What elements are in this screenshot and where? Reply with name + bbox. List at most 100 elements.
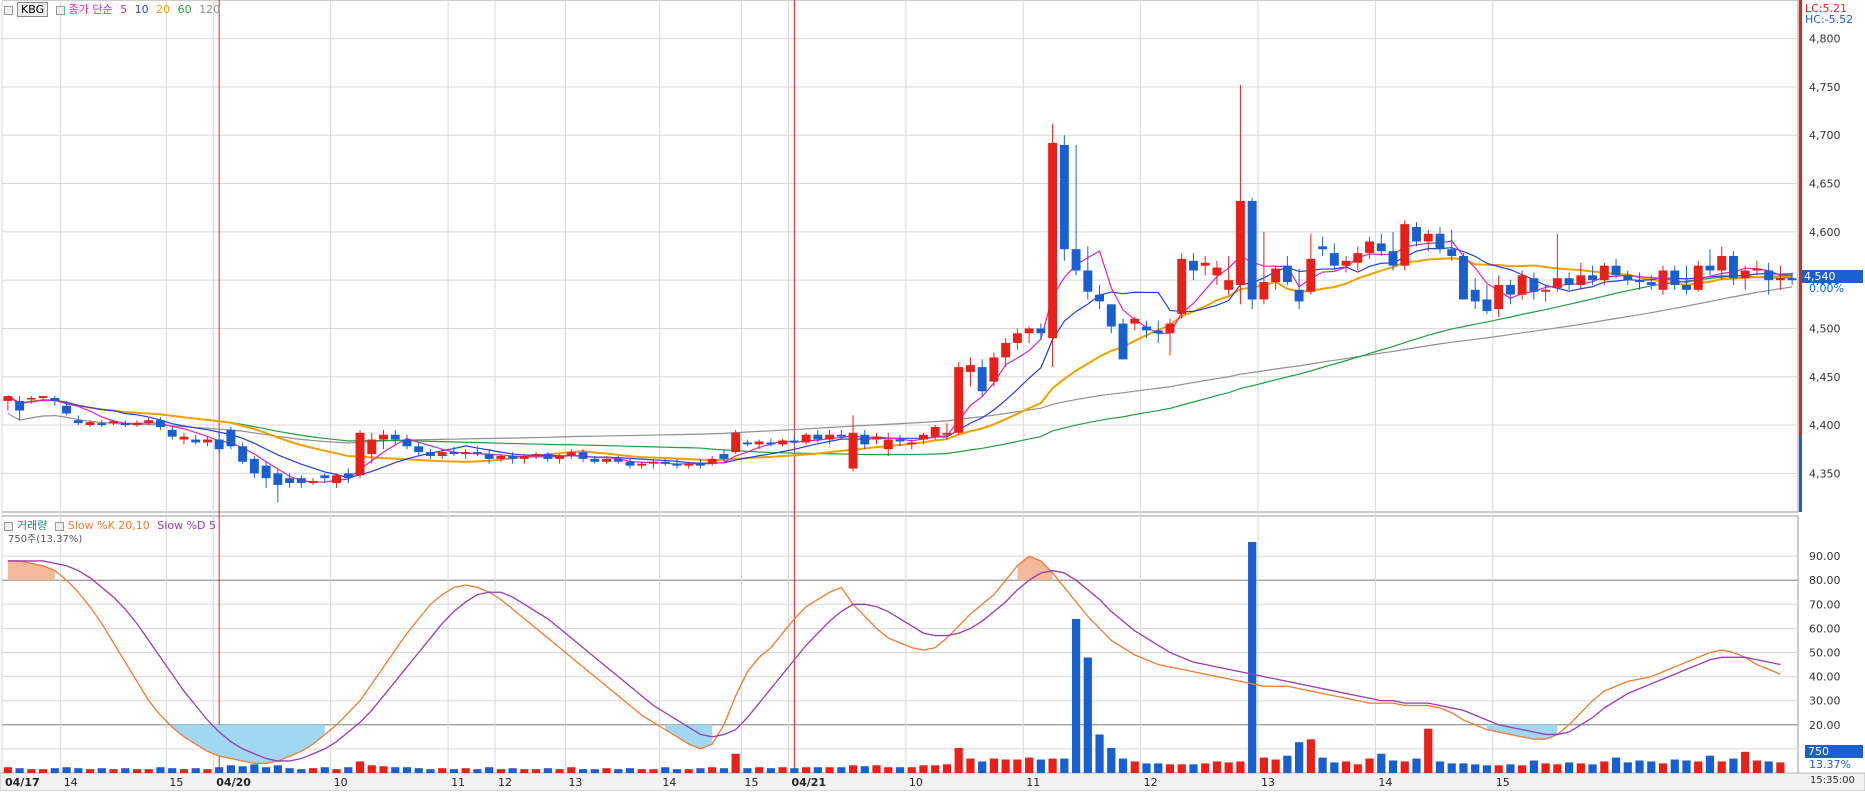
- candle-body: [813, 434, 823, 440]
- volume-bar: [872, 765, 881, 773]
- volume-bar: [684, 769, 693, 773]
- volume-bar: [672, 769, 682, 773]
- volume-bar: [1071, 619, 1081, 773]
- time-tick-label: 12: [1144, 776, 1158, 789]
- volume-bar: [1248, 542, 1257, 773]
- volume-bar: [1353, 764, 1362, 773]
- volume-legend-label: 거래량: [17, 519, 48, 532]
- candle-body: [109, 421, 118, 424]
- candle-body: [1764, 270, 1774, 281]
- volume-bar: [1212, 761, 1222, 773]
- candle-body: [1646, 282, 1656, 285]
- volume-bar: [801, 767, 811, 773]
- candle-body: [167, 429, 177, 437]
- volume-bar: [907, 767, 916, 773]
- candle-body: [1670, 270, 1680, 285]
- volume-bar: [1259, 757, 1269, 773]
- volume-bar: [848, 765, 858, 773]
- time-tick-label: 14: [662, 776, 676, 789]
- volume-bar: [708, 767, 717, 773]
- candle-body: [1282, 265, 1292, 283]
- volume-bar: [144, 769, 153, 773]
- lower-toggle-icon[interactable]: [4, 521, 13, 531]
- price-tick-label: 4,400: [1809, 419, 1841, 432]
- volume-bar: [1658, 763, 1668, 773]
- candle-body: [1423, 233, 1433, 242]
- volume-bar: [203, 769, 212, 773]
- candle-body: [954, 367, 964, 433]
- volume-bar: [813, 767, 822, 773]
- slow-d-line: [7, 560, 1781, 762]
- candle-body: [566, 452, 576, 456]
- volume-bar: [461, 768, 470, 773]
- price-tick-label: 4,500: [1809, 322, 1841, 335]
- candle-body: [1470, 289, 1480, 302]
- candle-body: [484, 454, 494, 459]
- time-tick-label: 04/20: [216, 776, 251, 789]
- candle-body: [50, 398, 60, 401]
- candle-body: [472, 452, 482, 455]
- candle-body: [437, 452, 447, 456]
- candle-body: [578, 452, 588, 459]
- candle-body: [1564, 278, 1574, 285]
- volume-bar: [989, 758, 999, 773]
- candle-body: [26, 398, 36, 400]
- candle-body: [132, 423, 142, 426]
- candle-body: [1329, 253, 1339, 266]
- symbol-label[interactable]: KBG: [17, 2, 49, 17]
- candle-body: [637, 463, 647, 466]
- volume-bar: [1201, 763, 1210, 773]
- price-tick-label: 4,750: [1809, 81, 1841, 94]
- candle-body: [191, 439, 201, 443]
- volume-bar: [1236, 761, 1245, 773]
- candle-body: [766, 442, 776, 445]
- legend-toggle-icon[interactable]: [4, 5, 13, 15]
- volume-bar: [109, 769, 118, 773]
- volume-bar: [355, 761, 365, 773]
- candle-body: [1482, 299, 1492, 312]
- candle-body: [907, 442, 917, 445]
- candle-body: [355, 432, 365, 476]
- candle-body: [1212, 267, 1222, 276]
- volume-bar: [1142, 763, 1151, 773]
- x-axis-bar: [0, 772, 1865, 792]
- candle-body: [379, 434, 388, 440]
- candle-body: [179, 436, 189, 440]
- candle-body: [1294, 289, 1304, 302]
- volume-bar: [332, 769, 341, 773]
- volume-bar: [978, 761, 987, 773]
- volume-bar: [1271, 759, 1280, 773]
- candle-body: [261, 465, 271, 479]
- volume-bar: [743, 768, 752, 773]
- time-tick-label: 10: [909, 776, 923, 789]
- volume-bar: [966, 758, 975, 773]
- current-price-badge: 4,540: [1801, 270, 1863, 283]
- candle-body: [930, 426, 940, 437]
- time-tick-label: 11: [1026, 776, 1040, 789]
- volume-bar: [1283, 755, 1292, 773]
- volume-bar: [1741, 751, 1750, 773]
- candle-body: [989, 357, 999, 382]
- candle-body: [308, 481, 318, 484]
- candle-body: [1447, 249, 1457, 256]
- volume-bar: [1694, 761, 1703, 773]
- time-tick-label: 15: [745, 776, 759, 789]
- volume-percent-label: 13.37%: [1809, 758, 1851, 771]
- volume-badge: 750: [1805, 745, 1863, 758]
- candle-body: [883, 439, 893, 450]
- candle-body: [1177, 258, 1187, 314]
- volume-bar: [1471, 764, 1480, 773]
- volume-bar: [238, 766, 247, 773]
- volume-bar: [473, 769, 482, 773]
- time-tick-label: 15: [169, 776, 183, 789]
- candle-body: [1693, 265, 1703, 290]
- ma-toggle-icon[interactable]: [55, 5, 65, 15]
- price-tick-label: 4,800: [1809, 33, 1841, 46]
- volume-bar: [85, 769, 95, 773]
- candle-body: [1365, 241, 1375, 254]
- candle-body: [707, 458, 717, 464]
- slowd-legend-label: Slow %D 5: [157, 519, 216, 532]
- price-panel-frame: [1, 0, 1799, 513]
- overbought-zone: [1017, 556, 1053, 581]
- slowk-toggle-icon[interactable]: [54, 521, 64, 531]
